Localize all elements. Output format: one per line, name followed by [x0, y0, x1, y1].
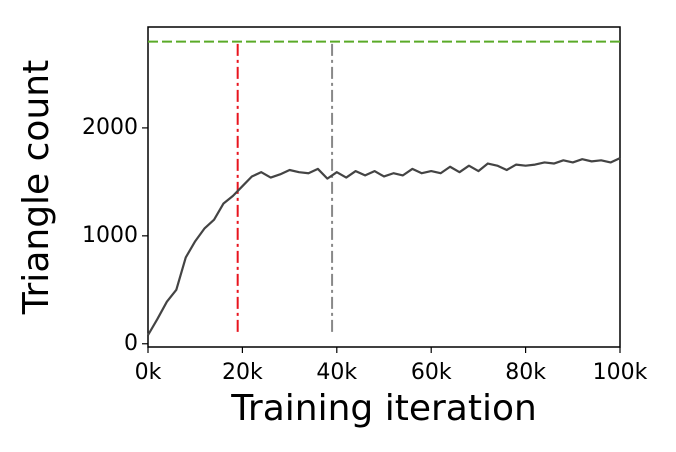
plot-frame: [147, 26, 621, 348]
y-tick-label: 1000: [82, 223, 138, 248]
x-tick-label: 20k: [222, 360, 263, 385]
x-axis-label: Training iteration: [230, 388, 537, 429]
x-tick-label: 80k: [505, 360, 546, 385]
x-tick-label: 60k: [411, 360, 452, 385]
x-tick-label: 0k: [135, 360, 162, 385]
y-tick-label: 2000: [82, 115, 138, 140]
x-tick-label: 40k: [316, 360, 357, 385]
x-tick-label: 100k: [593, 360, 648, 385]
y-axis-label: Triangle count: [16, 60, 57, 315]
y-tick-label: 0: [124, 331, 138, 356]
data-line: [147, 157, 621, 336]
